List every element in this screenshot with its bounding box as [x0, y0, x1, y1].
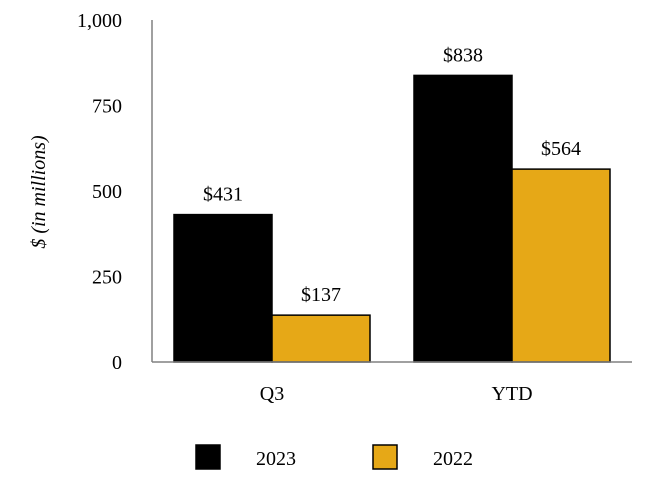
data-label-2022-YTD: $564 [541, 138, 581, 160]
data-label-2022-Q3: $137 [301, 284, 341, 306]
y-tick-label: 1,000 [77, 10, 122, 32]
bar-2022-YTD [511, 168, 611, 363]
bar-2023-YTD [413, 74, 513, 363]
y-tick-label: 0 [112, 352, 122, 374]
y-tick-label: 250 [92, 267, 122, 289]
legend-label-2022: 2022 [433, 448, 473, 470]
bar-2022-Q3 [271, 314, 371, 363]
legend: 2023 2022 [195, 444, 473, 470]
x-category-label: YTD [491, 383, 532, 405]
legend-swatch-2022 [372, 444, 398, 470]
legend-label-2023: 2023 [256, 448, 296, 470]
bar-2023-Q3 [173, 213, 273, 363]
legend-swatch-2023 [195, 444, 221, 470]
y-axis-label: $ (in millions) [28, 135, 50, 249]
data-label-2023-YTD: $838 [443, 44, 483, 66]
y-tick-label: 500 [92, 181, 122, 203]
x-category-label: Q3 [260, 383, 284, 405]
y-tick-label: 750 [92, 96, 122, 118]
data-label-2023-Q3: $431 [203, 184, 243, 206]
